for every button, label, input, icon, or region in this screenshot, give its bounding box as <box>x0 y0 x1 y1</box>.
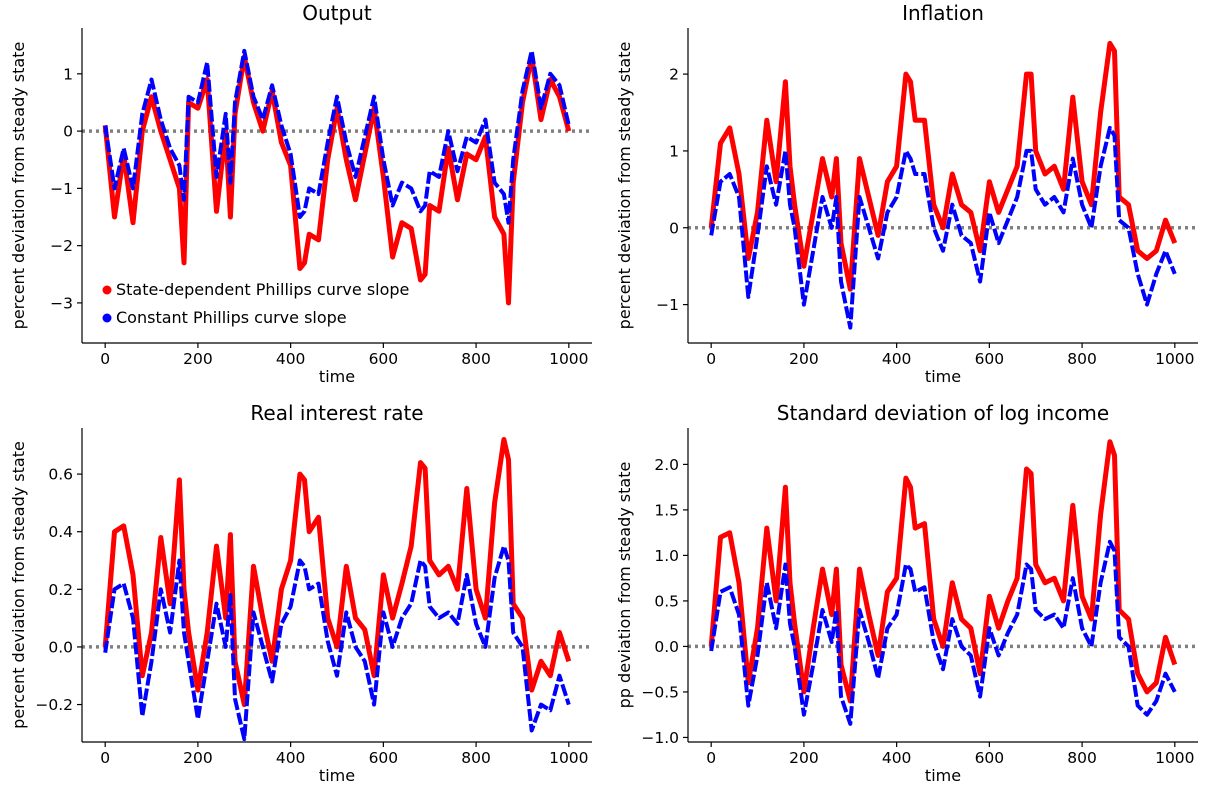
x-axis-label: time <box>319 367 355 386</box>
x-axis-label: time <box>319 766 355 785</box>
chart-title: Standard deviation of log income <box>777 401 1109 425</box>
x-axis-label: time <box>925 766 961 785</box>
series-line-state-dependent <box>708 40 1178 292</box>
y-tick-label: −3 <box>50 294 73 312</box>
series-line-constant <box>103 544 571 742</box>
x-tick-label: 600 <box>975 350 1005 368</box>
y-tick-label: 0.4 <box>48 523 73 541</box>
y-tick-label: 2.0 <box>654 456 679 474</box>
x-tick-label: 400 <box>276 350 306 368</box>
y-tick-label: 0.6 <box>48 466 73 484</box>
y-tick-label: 0.2 <box>48 581 73 599</box>
x-tick-label: 600 <box>975 749 1005 767</box>
legend-entry-label: State-dependent Phillips curve slope <box>116 280 409 299</box>
y-tick-label: −2 <box>50 237 73 255</box>
series-line-constant <box>709 125 1177 330</box>
x-tick-label: 0 <box>706 749 716 767</box>
x-tick-label: 200 <box>183 749 213 767</box>
x-tick-label: 0 <box>100 350 110 368</box>
y-axis-label: pp deviation from steady state <box>615 462 634 709</box>
series-line-state-dependent <box>102 54 572 306</box>
series-line-state-dependent <box>708 439 1178 704</box>
series-line-state-dependent <box>102 437 572 708</box>
chart-panel-1: Output 0 200 400 600 800 1000 1 0 −1 −2 −3 time perce… <box>9 1 592 386</box>
y-tick-label: 1 <box>63 65 73 83</box>
x-tick-label: 800 <box>1067 350 1097 368</box>
chart-panel-3: Real interest rate 0 200 400 600 800 1000 0.6 0.… <box>9 401 592 785</box>
x-tick-label: 1000 <box>549 350 588 368</box>
y-tick-label: 0 <box>63 123 73 141</box>
y-axis-label: percent deviation from steady state <box>615 42 634 330</box>
y-tick-label: −0.2 <box>35 696 73 714</box>
chart-title: Real interest rate <box>250 401 423 425</box>
x-tick-label: 1000 <box>549 749 588 767</box>
y-tick-label: 1 <box>669 142 679 160</box>
x-tick-label: 800 <box>461 350 491 368</box>
x-tick-label: 0 <box>706 350 716 368</box>
x-tick-label: 1000 <box>1155 350 1194 368</box>
x-tick-label: 200 <box>789 350 819 368</box>
x-axis-label: time <box>925 367 961 386</box>
legend-entry-label: Constant Phillips curve slope <box>116 308 347 327</box>
y-tick-label: 0.0 <box>654 638 679 656</box>
y-tick-label: −1.0 <box>641 729 679 747</box>
series-line-constant <box>103 48 571 225</box>
blue-dot-icon <box>102 313 112 323</box>
x-tick-label: 600 <box>369 749 399 767</box>
y-tick-label: −1 <box>656 296 679 314</box>
x-tick-label: 800 <box>461 749 491 767</box>
x-tick-label: 600 <box>369 350 399 368</box>
y-tick-label: 0 <box>669 219 679 237</box>
x-tick-label: 400 <box>276 749 306 767</box>
x-tick-label: 200 <box>183 350 213 368</box>
y-tick-label: −0.5 <box>641 683 679 701</box>
x-tick-label: 0 <box>100 749 110 767</box>
x-tick-label: 400 <box>882 749 912 767</box>
y-tick-label: 0.5 <box>654 592 679 610</box>
x-tick-label: 1000 <box>1155 749 1194 767</box>
y-tick-label: 0.0 <box>48 638 73 656</box>
chart-title: Inflation <box>902 1 984 25</box>
chart-panel-4: Standard deviation of log income 0 200 400 6… <box>615 401 1198 785</box>
x-tick-label: 400 <box>882 350 912 368</box>
x-tick-label: 200 <box>789 749 819 767</box>
y-tick-label: 1.0 <box>654 547 679 565</box>
y-axis-label: percent deviation from steady state <box>9 441 28 729</box>
series-line-constant <box>709 539 1177 726</box>
x-tick-label: 800 <box>1067 749 1097 767</box>
legend: State-dependent Phillips curve slope Cons… <box>102 280 409 327</box>
y-tick-label: 1.5 <box>654 501 679 519</box>
chart-title: Output <box>302 1 372 25</box>
y-tick-label: −1 <box>50 180 73 198</box>
red-dot-icon <box>102 285 112 295</box>
chart-panel-2: Inflation 0 200 400 600 800 1000 2 1 0 −1 time perce… <box>615 1 1198 386</box>
y-axis-label: percent deviation from steady state <box>9 42 28 330</box>
y-tick-label: 2 <box>669 66 679 84</box>
